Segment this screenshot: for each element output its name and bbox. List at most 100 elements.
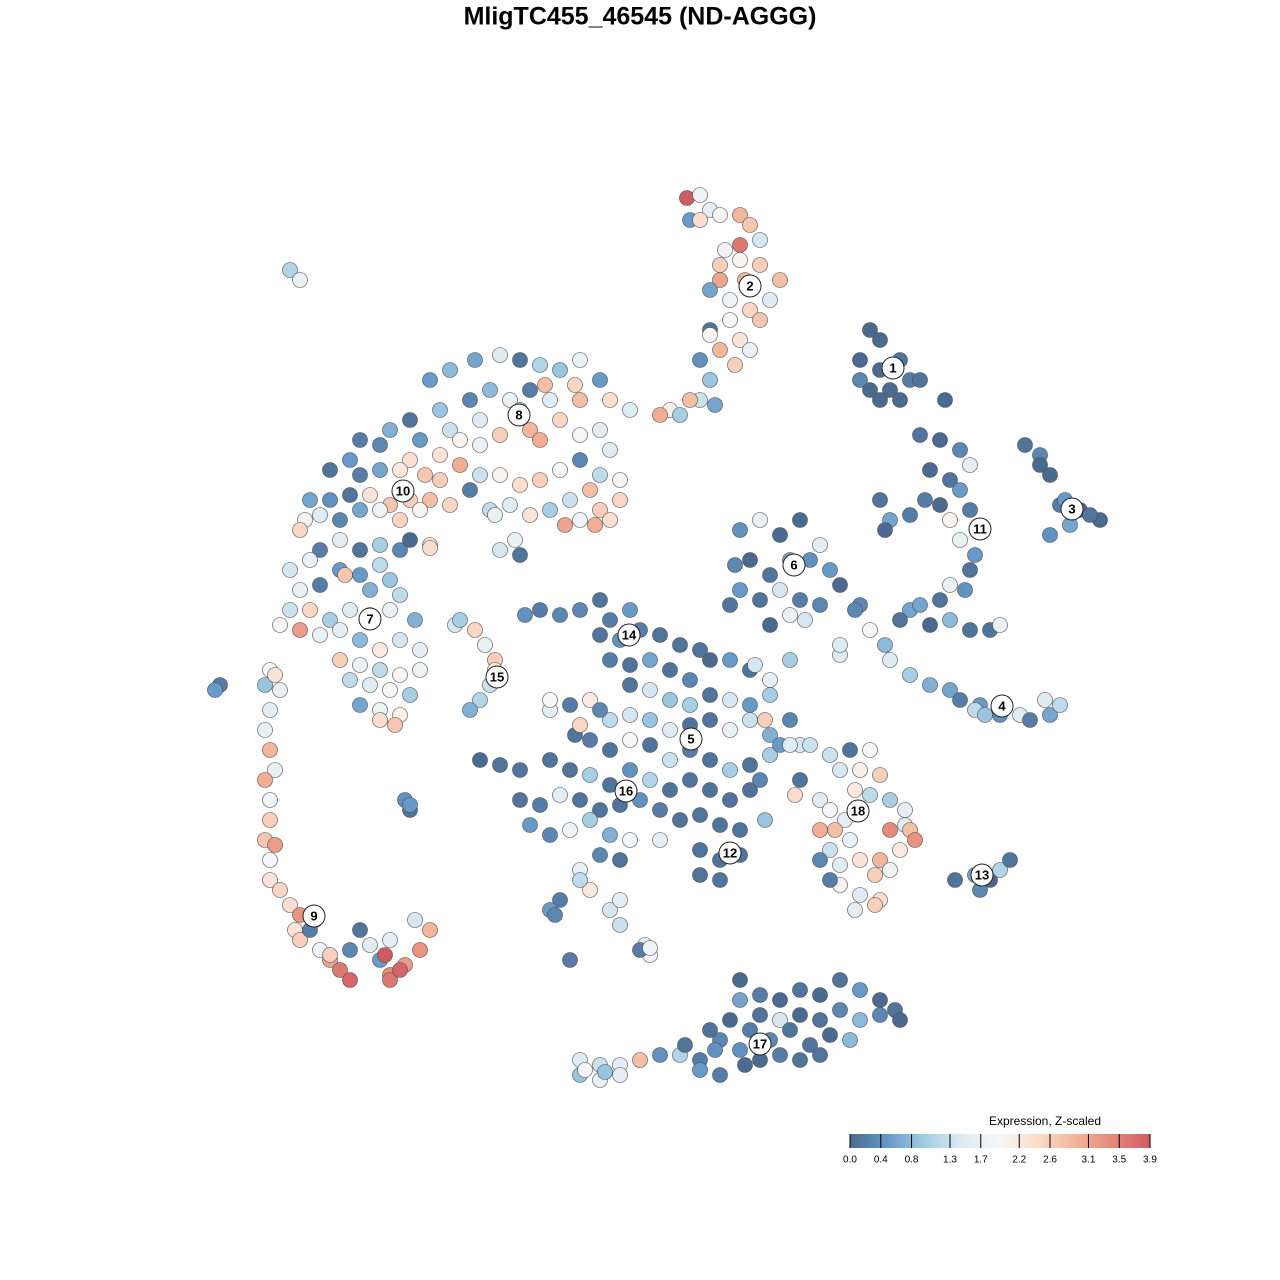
point bbox=[352, 567, 368, 583]
point bbox=[1037, 692, 1053, 708]
point bbox=[679, 190, 695, 206]
colorbar-tick-label: 3.9 bbox=[1143, 1155, 1157, 1166]
point bbox=[322, 947, 338, 963]
point bbox=[1042, 707, 1058, 723]
cluster-label: 18 bbox=[851, 803, 865, 818]
point bbox=[772, 1047, 788, 1063]
point bbox=[872, 1007, 888, 1023]
point bbox=[732, 992, 748, 1008]
point bbox=[582, 692, 598, 708]
point bbox=[702, 752, 718, 768]
point bbox=[872, 992, 888, 1008]
point bbox=[682, 697, 698, 713]
point bbox=[597, 1064, 613, 1080]
point bbox=[827, 822, 843, 838]
point bbox=[522, 422, 538, 438]
point bbox=[722, 1012, 738, 1028]
point bbox=[612, 892, 628, 908]
point bbox=[502, 497, 518, 513]
point bbox=[662, 782, 678, 798]
point bbox=[1022, 712, 1038, 728]
point bbox=[782, 1022, 798, 1038]
point bbox=[752, 772, 768, 788]
point bbox=[862, 382, 878, 398]
point bbox=[907, 832, 923, 848]
point bbox=[532, 472, 548, 488]
point bbox=[267, 762, 283, 778]
point bbox=[602, 512, 618, 528]
point bbox=[522, 382, 538, 398]
point bbox=[772, 527, 788, 543]
point bbox=[957, 582, 973, 598]
colorbar-tick-label: 0.4 bbox=[874, 1155, 888, 1166]
point bbox=[257, 772, 273, 788]
point bbox=[717, 242, 733, 258]
point bbox=[467, 352, 483, 368]
point bbox=[847, 602, 863, 618]
cluster-label: 8 bbox=[515, 407, 522, 422]
point bbox=[722, 792, 738, 808]
point bbox=[702, 282, 718, 298]
point bbox=[692, 842, 708, 858]
point bbox=[872, 852, 888, 868]
point bbox=[847, 782, 863, 798]
point bbox=[612, 1067, 628, 1083]
point bbox=[852, 1012, 868, 1028]
point bbox=[622, 832, 638, 848]
point bbox=[352, 657, 368, 673]
point bbox=[732, 822, 748, 838]
point bbox=[792, 1052, 808, 1068]
point bbox=[592, 372, 608, 388]
cluster-marker bbox=[748, 1032, 772, 1056]
point bbox=[342, 672, 358, 688]
point bbox=[832, 577, 848, 593]
point bbox=[662, 722, 678, 738]
point bbox=[582, 812, 598, 828]
point bbox=[472, 692, 488, 708]
point bbox=[642, 682, 658, 698]
cluster-marker bbox=[617, 623, 641, 647]
point bbox=[742, 757, 758, 773]
point bbox=[762, 292, 778, 308]
point bbox=[692, 867, 708, 883]
point bbox=[692, 212, 708, 228]
point bbox=[802, 1037, 818, 1053]
point bbox=[702, 327, 718, 343]
point bbox=[487, 507, 503, 523]
point bbox=[802, 737, 818, 753]
point bbox=[757, 812, 773, 828]
cluster-marker bbox=[358, 607, 382, 631]
point bbox=[282, 562, 298, 578]
point bbox=[362, 582, 378, 598]
point bbox=[732, 252, 748, 268]
point bbox=[747, 657, 763, 673]
point bbox=[622, 707, 638, 723]
point bbox=[877, 522, 893, 538]
point bbox=[562, 492, 578, 508]
point bbox=[952, 692, 968, 708]
colorbar-gradient bbox=[850, 1134, 1150, 1148]
point bbox=[442, 362, 458, 378]
point bbox=[772, 992, 788, 1008]
point bbox=[572, 452, 588, 468]
point bbox=[872, 392, 888, 408]
point bbox=[407, 612, 423, 628]
point bbox=[532, 432, 548, 448]
point bbox=[642, 940, 658, 956]
point bbox=[842, 832, 858, 848]
point bbox=[692, 1062, 708, 1078]
cluster-marker bbox=[968, 517, 992, 541]
point bbox=[712, 817, 728, 833]
point bbox=[652, 1047, 668, 1063]
point bbox=[257, 677, 273, 693]
point bbox=[622, 762, 638, 778]
point bbox=[332, 652, 348, 668]
point bbox=[562, 952, 578, 968]
point bbox=[552, 787, 568, 803]
point bbox=[292, 522, 308, 538]
point bbox=[282, 602, 298, 618]
point bbox=[942, 612, 958, 628]
point bbox=[792, 512, 808, 528]
point bbox=[267, 667, 283, 683]
point bbox=[472, 437, 488, 453]
